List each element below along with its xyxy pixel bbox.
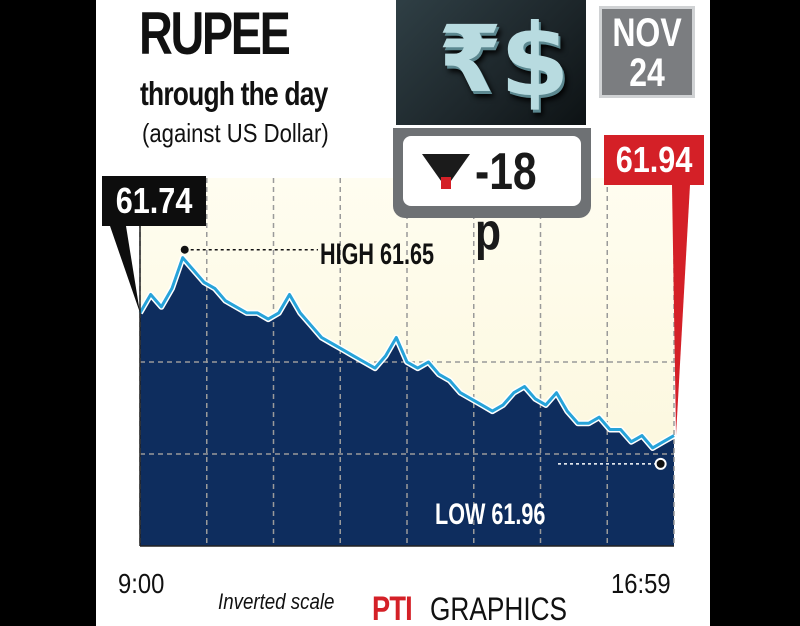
dollar-icon: $ <box>500 2 570 119</box>
close-value-label: 61.94 <box>604 135 704 185</box>
date-badge: NOV 24 <box>599 6 695 98</box>
high-annotation: HIGH 61.65 <box>320 238 435 271</box>
rupee-chart <box>110 178 690 547</box>
open-pointer <box>110 226 140 313</box>
change-box: -18 p <box>393 128 591 261</box>
open-value-label: 61.74 <box>102 176 206 226</box>
area-fill <box>140 257 674 546</box>
x-tick-end: 16:59 <box>611 568 671 599</box>
currency-symbols-box: ₹ $ <box>396 0 586 125</box>
inverted-scale-note: Inverted scale <box>218 589 335 614</box>
chart-context: (against US Dollar) <box>142 118 329 148</box>
date-month: NOV <box>612 11 682 55</box>
change-inner: -18 p <box>403 136 581 261</box>
high-marker <box>180 245 189 254</box>
low-marker <box>654 457 667 470</box>
rupee-icon: ₹ <box>438 6 503 113</box>
chart-subtitle: through the day <box>140 75 328 112</box>
chart-title: RUPEE <box>139 0 291 67</box>
infographic-panel: RUPEE through the day (against US Dollar… <box>96 0 710 626</box>
x-tick-start: 9:00 <box>118 568 165 599</box>
open-value-text: 61.74 <box>115 180 193 221</box>
pti-graphics-logo: PTI GRAPHICS <box>372 592 597 626</box>
close-pointer <box>672 185 690 436</box>
series-line <box>138 256 675 450</box>
change-value: -18 p <box>475 143 537 261</box>
graphics-logo-text: GRAPHICS <box>430 591 568 626</box>
down-triangle-accent <box>441 177 451 189</box>
date-day: 24 <box>629 51 665 95</box>
close-value-text: 61.94 <box>615 139 693 180</box>
low-annotation: LOW 61.96 <box>435 498 546 531</box>
pti-logo-mark: PTI <box>372 590 413 626</box>
